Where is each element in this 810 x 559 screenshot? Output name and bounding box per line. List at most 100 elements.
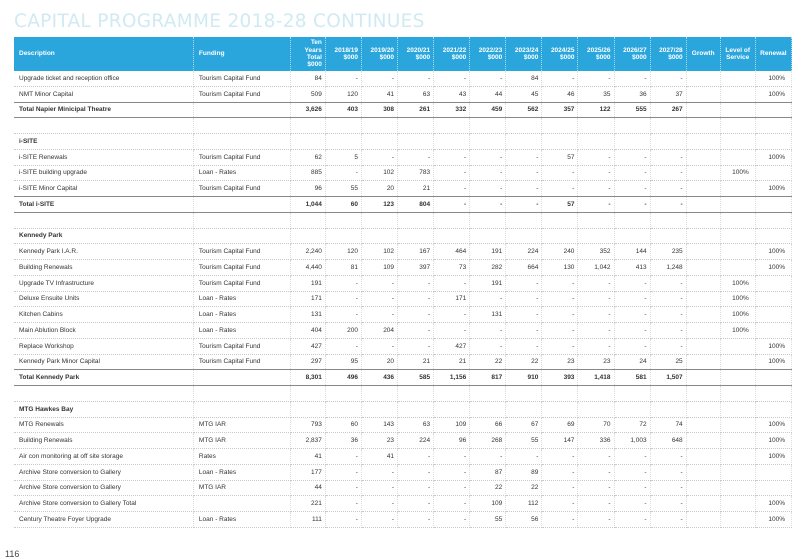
cell-2018-19: 496 [325,369,362,386]
cell-2020-21: 804 [397,196,435,213]
cell-2027-28: 37 [650,86,687,103]
cell-2022-23: 66 [469,417,507,434]
empty-cell [650,385,687,402]
cell-2020-21: 261 [397,101,435,119]
cell-level-of-service [720,180,756,197]
cell-2026-27: - [614,291,651,308]
cell-2019-20: 204 [361,322,399,339]
cell-renewal [755,306,793,323]
cell-2020-21: - [397,149,435,166]
cell-2018-19: - [325,495,362,512]
page-number: 116 [5,549,20,559]
section-heading-row: MTG Hawkes Bay [14,401,793,418]
empty-cell [193,401,291,418]
cell-2023-24: - [505,196,543,213]
section-heading-row: i-SITE [14,133,793,150]
cell-2021-22: - [433,149,471,166]
cell-2025-26: - [577,495,615,512]
cell-2018-19: - [325,464,362,481]
cell-ten-years-total: 84 [290,71,326,87]
cell-2022-23: 191 [469,275,507,292]
cell-2027-28: 1,507 [650,369,687,386]
cell-renewal: 100% [755,86,793,103]
empty-cell [14,117,194,134]
table-row: Kennedy Park Minor Capital Tourism Capita… [14,354,793,371]
empty-cell [14,385,194,402]
cell-2021-22: 96 [433,432,471,449]
empty-cell [433,212,471,229]
cell-2023-24: 22 [505,354,543,371]
empty-cell [541,133,579,150]
cell-2023-24: - [505,291,543,308]
cell-2024-25: 23 [541,354,579,371]
empty-cell [577,401,615,418]
cell-2023-24: 89 [505,464,543,481]
cell-2024-25: 147 [541,432,579,449]
empty-cell [614,117,651,134]
cell-2023-24: - [505,275,543,292]
cell-renewal [755,480,793,497]
empty-cell [577,212,615,229]
cell-2025-26: - [577,480,615,497]
cell-growth [686,480,721,497]
section-heading: MTG Hawkes Bay [14,401,194,418]
cell-2025-26: - [577,275,615,292]
cell-ten-years-total: 297 [290,354,326,371]
cell-2027-28: - [650,291,687,308]
table-row: Main Ablution Block Loan - Rates 404 200 204… [14,322,793,339]
cell-2027-28: - [650,480,687,497]
cell-2025-26: 1,418 [577,369,615,386]
cell-renewal: 100% [755,511,793,528]
empty-cell [686,385,721,402]
cell-2025-26: - [577,338,615,355]
cell-renewal: 100% [755,417,793,434]
cell-funding: Tourism Capital Fund [193,71,291,87]
empty-cell [193,133,291,150]
table-row: i-SITE Renewals Tourism Capital Fund 62 5- -… [14,149,793,166]
cell-renewal: 100% [755,432,793,449]
cell-2021-22: 332 [433,101,471,119]
empty-cell [469,133,507,150]
cell-2024-25: - [541,511,579,528]
cell-2027-28: - [650,511,687,528]
table-row: Archive Store conversion to Gallery Tota… [14,495,793,512]
cell-2027-28: - [650,165,687,182]
cell-2025-26: - [577,291,615,308]
cell-growth [686,354,721,371]
empty-cell [433,385,471,402]
cell-level-of-service [720,464,756,481]
cell-level-of-service [720,86,756,103]
empty-cell [290,133,326,150]
cell-2022-23: - [469,196,507,213]
cell-2023-24: 84 [505,71,543,87]
cell-2024-25: - [541,322,579,339]
cell-funding [193,196,291,213]
cell-2024-25: 357 [541,101,579,119]
cell-2018-19: 36 [325,432,362,449]
cell-2018-19: - [325,480,362,497]
cell-funding: Loan - Rates [193,291,291,308]
cell-2023-24: 22 [505,480,543,497]
cell-renewal: 100% [755,338,793,355]
cell-description: NMT Minor Capital [14,86,194,103]
cell-2021-22: - [433,464,471,481]
cell-ten-years-total: 427 [290,338,326,355]
cell-2023-24: 45 [505,86,543,103]
table-row: Archive Store conversion to Gallery Loan … [14,464,793,481]
cell-2018-19: 120 [325,86,362,103]
total-row: Total Napier Minicipal Theatre 3,626 403 30… [14,101,793,119]
table-header-row: Description Funding Ten Years Total $000… [14,37,793,71]
cell-2027-28: - [650,495,687,512]
cell-2024-25: - [541,291,579,308]
empty-cell [541,385,579,402]
cell-description: Total Napier Minicipal Theatre [14,101,194,119]
cell-level-of-service [720,259,756,276]
empty-cell [541,401,579,418]
cell-funding: Loan - Rates [193,322,291,339]
empty-cell [577,117,615,134]
page-heading: CAPITAL PROGRAMME 2018-28 CONTINUES [14,11,425,32]
cell-ten-years-total: 131 [290,306,326,323]
cell-description: Deluxe Ensuite Units [14,291,194,308]
cell-description: Upgrade ticket and reception office [14,71,194,87]
cell-ten-years-total: 1,044 [290,196,326,213]
